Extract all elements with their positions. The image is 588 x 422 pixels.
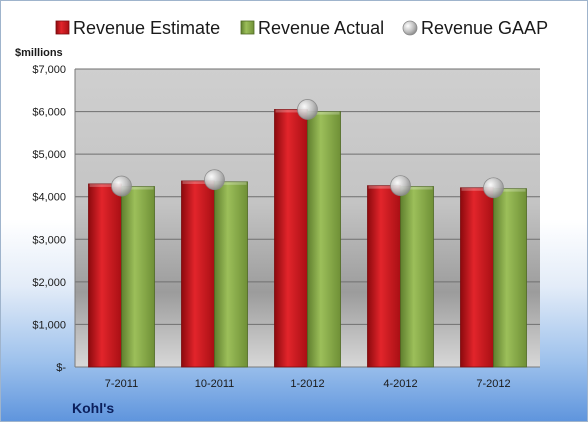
x-tick-label: 7-2011	[105, 378, 138, 390]
y-tick-label: $6,000	[32, 107, 66, 119]
marker-revenue-gaap	[390, 175, 411, 197]
x-tick-label: 10-2011	[195, 378, 235, 390]
bar-highlight	[461, 187, 493, 191]
legend-label: Revenue Estimate	[73, 18, 220, 38]
y-tick-label: $7,000	[32, 64, 66, 76]
legend-swatch	[240, 20, 255, 35]
bar-highlight	[215, 181, 247, 185]
legend-swatch	[55, 20, 70, 35]
x-tick-label: 4-2012	[383, 378, 417, 390]
x-tick-label: 1-2012	[290, 378, 324, 390]
marker-revenue-gaap	[111, 175, 132, 197]
bar-revenue-estimate	[274, 109, 308, 368]
bar-revenue-actual	[214, 181, 248, 368]
bar-highlight	[401, 186, 433, 190]
legend-item: Revenue GAAP	[402, 18, 548, 38]
bar-highlight	[182, 180, 214, 184]
bar-highlight	[122, 186, 154, 190]
legend-item: Revenue Actual	[240, 18, 384, 38]
y-tick-label: $5,000	[32, 149, 66, 161]
legend-swatch	[402, 20, 418, 36]
y-tick-label: $3,000	[32, 234, 66, 246]
bar-revenue-estimate	[88, 183, 122, 368]
bar-revenue-actual	[400, 186, 434, 368]
x-tick-label: 7-2012	[476, 378, 510, 390]
bar-highlight	[89, 183, 121, 187]
bar-revenue-estimate	[460, 187, 494, 368]
y-tick-label: $4,000	[32, 192, 66, 204]
bar-revenue-actual	[307, 111, 341, 368]
y-axis-unit-label: $millions	[15, 47, 63, 59]
marker-revenue-gaap	[204, 169, 225, 191]
y-tick-label: $2,000	[32, 277, 66, 289]
y-tick-label: $1,000	[32, 319, 66, 331]
marker-revenue-gaap	[483, 177, 504, 199]
bar-highlight	[275, 109, 307, 113]
marker-revenue-gaap	[297, 99, 318, 120]
bar-highlight	[368, 185, 400, 189]
bar-revenue-estimate	[367, 185, 401, 368]
company-label: Kohl's	[72, 400, 114, 416]
legend-item: Revenue Estimate	[55, 18, 220, 38]
bar-revenue-actual	[493, 188, 527, 368]
bar-highlight	[308, 111, 340, 115]
bar-highlight	[494, 188, 526, 192]
bar-revenue-actual	[121, 186, 155, 368]
y-tick-label: $-	[56, 362, 66, 374]
legend-label: Revenue Actual	[258, 18, 384, 38]
legend-label: Revenue GAAP	[421, 18, 548, 38]
bar-revenue-estimate	[181, 180, 215, 368]
